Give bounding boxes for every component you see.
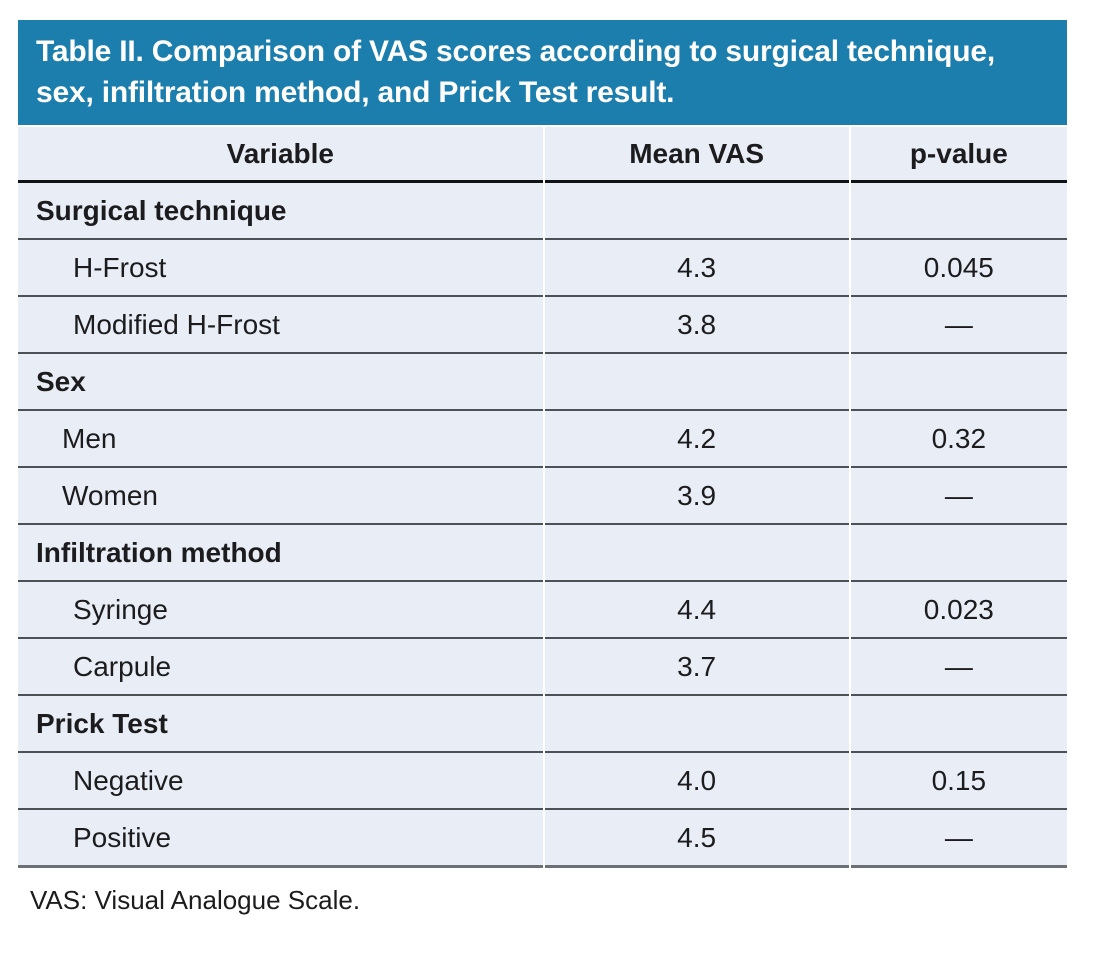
cell-mean-vas <box>544 183 849 240</box>
cell-p-value: — <box>850 639 1067 696</box>
cell-mean-vas: 3.7 <box>544 639 849 696</box>
cell-variable: Carpule <box>18 639 543 696</box>
cell-mean-vas: 3.9 <box>544 468 849 525</box>
table-header-row: Variable Mean VAS p-value <box>18 127 1067 183</box>
section-row-infiltration-method: Infiltration method <box>18 525 1067 582</box>
vas-comparison-table: Variable Mean VAS p-value Surgical techn… <box>16 127 1069 868</box>
data-row-h-frost: H-Frost 4.3 0.045 <box>18 240 1067 297</box>
column-header-variable: Variable <box>18 127 543 183</box>
table-figure: Table II. Comparison of VAS scores accor… <box>18 20 1067 916</box>
cell-p-value: — <box>850 810 1067 868</box>
cell-p-value: — <box>850 468 1067 525</box>
data-row-positive: Positive 4.5 — <box>18 810 1067 868</box>
cell-p-value: 0.32 <box>850 411 1067 468</box>
cell-mean-vas: 4.2 <box>544 411 849 468</box>
cell-p-value: — <box>850 297 1067 354</box>
cell-mean-vas: 4.5 <box>544 810 849 868</box>
cell-variable: Women <box>18 468 543 525</box>
cell-p-value <box>850 696 1067 753</box>
cell-mean-vas: 4.4 <box>544 582 849 639</box>
cell-variable: Positive <box>18 810 543 868</box>
cell-variable: Modified H-Frost <box>18 297 543 354</box>
data-row-men: Men 4.2 0.32 <box>18 411 1067 468</box>
cell-mean-vas <box>544 354 849 411</box>
section-row-sex: Sex <box>18 354 1067 411</box>
cell-p-value <box>850 354 1067 411</box>
column-header-p-value: p-value <box>850 127 1067 183</box>
section-label: Infiltration method <box>18 525 543 582</box>
cell-variable: H-Frost <box>18 240 543 297</box>
cell-p-value <box>850 183 1067 240</box>
cell-p-value: 0.15 <box>850 753 1067 810</box>
cell-p-value: 0.045 <box>850 240 1067 297</box>
data-row-women: Women 3.9 — <box>18 468 1067 525</box>
section-row-prick-test: Prick Test <box>18 696 1067 753</box>
cell-mean-vas: 3.8 <box>544 297 849 354</box>
cell-mean-vas <box>544 525 849 582</box>
cell-mean-vas <box>544 696 849 753</box>
section-row-surgical-technique: Surgical technique <box>18 183 1067 240</box>
cell-mean-vas: 4.3 <box>544 240 849 297</box>
cell-p-value <box>850 525 1067 582</box>
cell-variable: Negative <box>18 753 543 810</box>
table-footnote: VAS: Visual Analogue Scale. <box>30 885 361 915</box>
cell-p-value: 0.023 <box>850 582 1067 639</box>
cell-mean-vas: 4.0 <box>544 753 849 810</box>
section-label: Sex <box>18 354 543 411</box>
data-row-modified-h-frost: Modified H-Frost 3.8 — <box>18 297 1067 354</box>
cell-variable: Syringe <box>18 582 543 639</box>
section-label: Prick Test <box>18 696 543 753</box>
section-label: Surgical technique <box>18 183 543 240</box>
cell-variable: Men <box>18 411 543 468</box>
table-title: Table II. Comparison of VAS scores accor… <box>18 20 1067 125</box>
data-row-negative: Negative 4.0 0.15 <box>18 753 1067 810</box>
column-header-mean-vas: Mean VAS <box>544 127 849 183</box>
data-row-carpule: Carpule 3.7 — <box>18 639 1067 696</box>
data-row-syringe: Syringe 4.4 0.023 <box>18 582 1067 639</box>
